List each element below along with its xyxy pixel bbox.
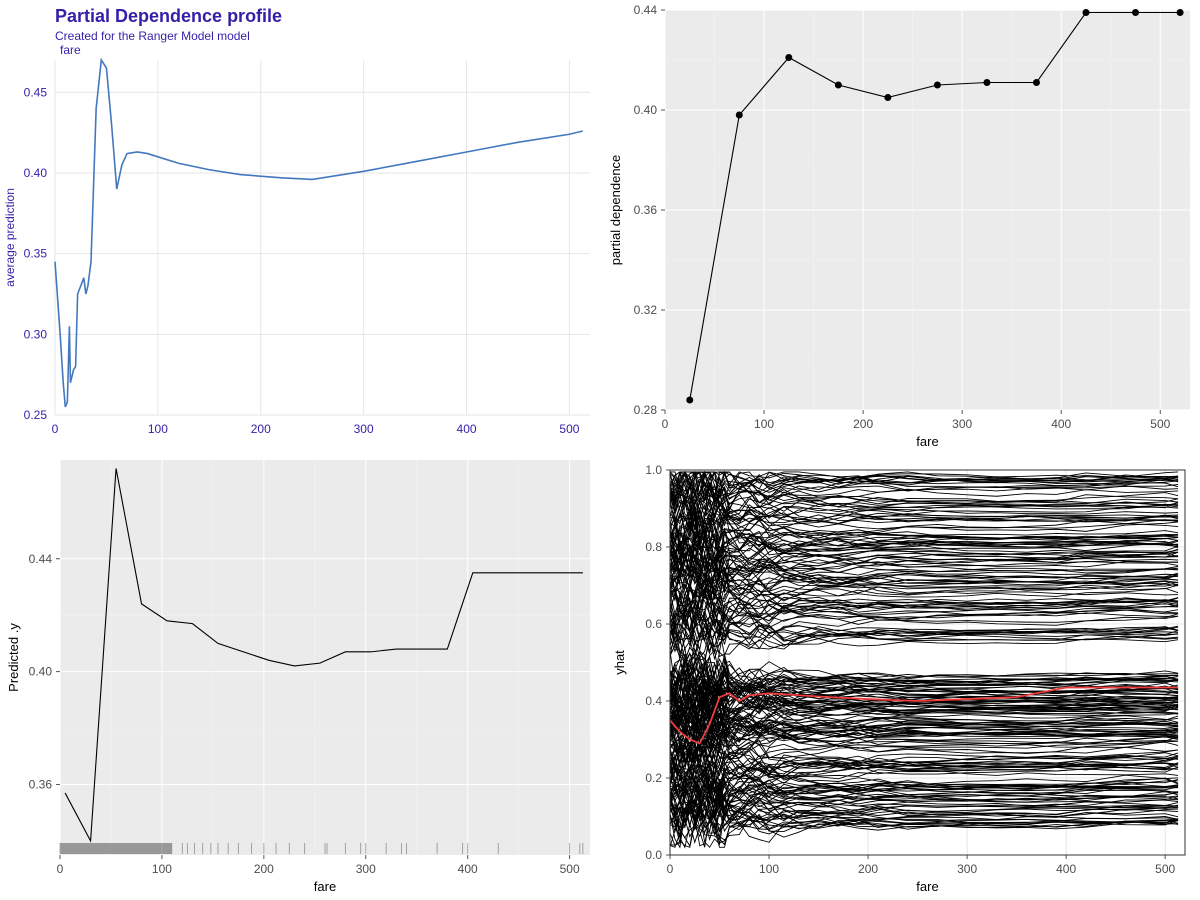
y-tick: 1.0 [645, 463, 662, 477]
y-axis-label: partial dependence [608, 155, 623, 266]
x-axis-label: fare [314, 879, 336, 894]
pdp-point [884, 94, 891, 101]
y-axis-label: Predicted .y [6, 623, 21, 692]
y-tick: 0.32 [634, 303, 658, 317]
pdp-point [785, 54, 792, 61]
chart-title: Partial Dependence profile [55, 6, 282, 26]
panel-bottom-left: 0 100 200 300 400 500 0.36 0.40 0.44 fare Predicte… [0, 450, 600, 900]
x-tick: 0 [52, 422, 59, 436]
pdp-point [1033, 79, 1040, 86]
pdp-point [1177, 9, 1184, 16]
ice-chart: 0 100 200 300 400 500 0.0 0.2 0.4 0.6 0.8 1.0 fare yh… [600, 450, 1200, 900]
x-tick: 400 [458, 862, 478, 876]
y-tick: 0.0 [645, 848, 662, 862]
pdp-point [1132, 9, 1139, 16]
x-tick: 100 [152, 862, 172, 876]
y-tick: 0.44 [29, 552, 53, 566]
y-tick: 0.2 [645, 771, 662, 785]
x-tick: 400 [1051, 417, 1071, 431]
x-tick: 500 [560, 862, 580, 876]
y-tick: 0.30 [24, 327, 48, 341]
y-axis-label: yhat [612, 650, 627, 675]
x-tick: 200 [251, 422, 271, 436]
x-tick: 300 [356, 862, 376, 876]
panel-top-right: 0 100 200 300 400 500 0.28 0.32 0.36 0.40 0.44 fare… [600, 0, 1200, 450]
pdp-points-chart: 0 100 200 300 400 500 0.28 0.32 0.36 0.40 0.44 fare… [600, 0, 1200, 450]
y-tick: 0.4 [645, 694, 662, 708]
y-tick: 0.44 [634, 3, 658, 17]
pdp-point [983, 79, 990, 86]
y-tick: 0.45 [24, 85, 48, 99]
y-tick: 0.36 [634, 203, 658, 217]
x-tick: 100 [759, 862, 779, 876]
x-tick: 300 [952, 417, 972, 431]
pdp-point [835, 82, 842, 89]
pdp-point [1082, 9, 1089, 16]
y-tick: 0.40 [29, 665, 53, 679]
x-tick: 200 [254, 862, 274, 876]
x-tick: 0 [667, 862, 674, 876]
x-tick: 300 [957, 862, 977, 876]
y-tick: 0.8 [645, 540, 662, 554]
x-axis-label: fare [916, 434, 938, 449]
y-axis-label: average prediction [3, 188, 17, 287]
y-tick: 0.40 [24, 166, 48, 180]
pdp-rug-chart: 0 100 200 300 400 500 0.36 0.40 0.44 fare Predicte… [0, 450, 600, 900]
pdp-point [686, 397, 693, 404]
x-tick: 400 [1056, 862, 1076, 876]
pdp-point [934, 82, 941, 89]
x-tick: 500 [1150, 417, 1170, 431]
pdp-point [736, 112, 743, 119]
facet-label: fare [60, 43, 81, 57]
x-tick: 400 [457, 422, 477, 436]
x-tick: 500 [559, 422, 579, 436]
y-tick: 0.25 [24, 408, 48, 422]
y-tick: 0.36 [29, 777, 53, 791]
x-axis-label: fare [916, 879, 938, 894]
panel-bottom-right: 0 100 200 300 400 500 0.0 0.2 0.4 0.6 0.8 1.0 fare yh… [600, 450, 1200, 900]
x-tick: 100 [754, 417, 774, 431]
y-tick: 0.28 [634, 403, 658, 417]
y-tick: 0.35 [24, 247, 48, 261]
x-tick: 500 [1155, 862, 1175, 876]
chart-subtitle: Created for the Ranger Model model [55, 29, 250, 43]
chart-grid: Partial Dependence profile Created for th… [0, 0, 1200, 900]
x-tick: 100 [148, 422, 168, 436]
y-tick: 0.40 [634, 103, 658, 117]
y-tick: 0.6 [645, 617, 662, 631]
pdp-dalex-chart: Partial Dependence profile Created for th… [0, 0, 600, 450]
x-tick: 300 [354, 422, 374, 436]
x-tick: 0 [57, 862, 64, 876]
x-tick: 200 [858, 862, 878, 876]
x-tick: 0 [662, 417, 669, 431]
panel-top-left: Partial Dependence profile Created for th… [0, 0, 600, 450]
x-tick: 200 [853, 417, 873, 431]
